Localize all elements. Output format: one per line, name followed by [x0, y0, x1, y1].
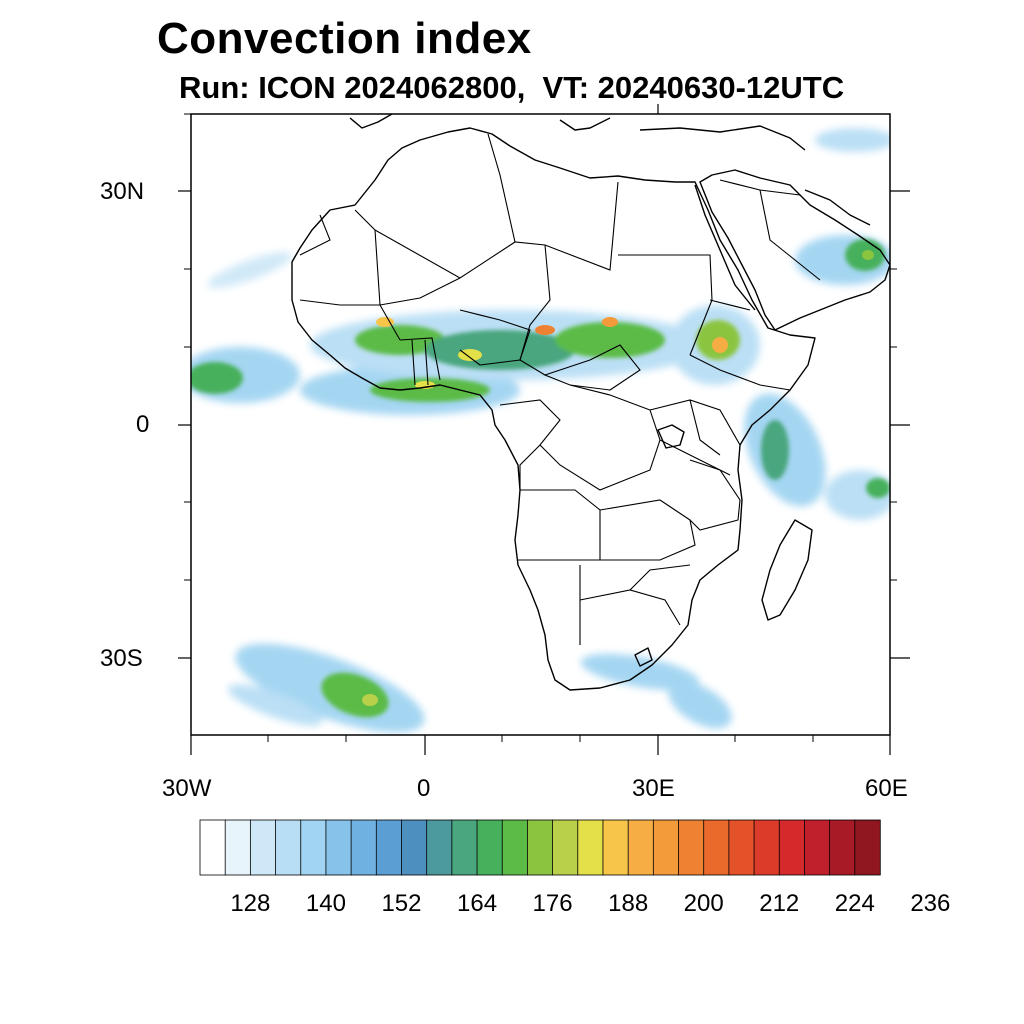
colorbar-swatch: [224, 819, 252, 876]
border-sahara-1: [354, 209, 381, 306]
border-southern-3: [579, 564, 691, 645]
colorbar-swatch: [602, 819, 629, 876]
border-west-africa: [379, 304, 441, 386]
border-sahara-3: [487, 133, 516, 243]
colorbar-swatch: [829, 819, 856, 876]
core-sahel-east: [555, 322, 665, 358]
core-gulf-guinea: [370, 378, 490, 402]
border-arabia: [719, 179, 821, 281]
colorbar-swatch: [703, 819, 730, 876]
hot-spot-sudan: [602, 317, 618, 327]
africa-coastline: [291, 127, 816, 691]
cloud-south-atlantic-2: [227, 684, 323, 726]
colorbar-label: 236: [910, 890, 951, 917]
coastlines: [291, 114, 890, 691]
colorbar-swatch: [652, 819, 680, 876]
lon-label-30e: 30E: [632, 775, 675, 802]
colorbar-swatch: [401, 819, 428, 876]
border-sahara-2: [374, 181, 619, 279]
colorbar-swatch: [527, 819, 554, 876]
hot-spot-arabia: [862, 250, 874, 260]
axis-ticks: [178, 104, 910, 755]
colorbar-swatch: [501, 819, 529, 876]
colorbar-swatch: [552, 819, 579, 876]
lesotho: [634, 647, 653, 667]
colorbar-swatch: [426, 819, 453, 876]
border-congo: [499, 384, 661, 491]
country-borders: [299, 133, 821, 645]
map-subtitle: Run: ICON 2024062800, VT: 20240630-12UTC: [179, 70, 845, 105]
border-sahel-2: [519, 244, 551, 376]
red-sea-west: [694, 184, 756, 311]
colorbar: [199, 819, 881, 876]
border-nigeria: [459, 309, 531, 366]
mediterranean-coast-north: [559, 117, 611, 131]
border-morocco: [299, 214, 331, 256]
lat-label-30s: 30S: [100, 645, 143, 672]
map-title: Convection index: [157, 14, 532, 63]
cloud-north-east: [815, 128, 890, 152]
lon-label-60e: 60E: [865, 775, 908, 802]
lon-label-0: 0: [417, 775, 431, 802]
colorbar-swatch: [300, 819, 327, 876]
colorbar-swatch: [275, 819, 302, 876]
colorbar-swatch: [778, 819, 806, 876]
lat-label-0: 0: [136, 411, 150, 438]
colorbar-swatch: [451, 819, 478, 876]
border-southern-2: [599, 499, 696, 561]
persian-gulf: [804, 189, 871, 226]
core-indian-ocean: [761, 420, 789, 480]
colorbar-swatch: [325, 819, 352, 876]
convection-field: [191, 128, 890, 733]
hot-spot-ethiopia: [712, 337, 728, 353]
colorbar-swatch: [199, 819, 226, 876]
colorbar-swatch: [678, 819, 705, 876]
cloud-south-africa: [580, 653, 700, 691]
colorbar-label: 164: [457, 890, 498, 917]
colorbar-swatch: [753, 819, 780, 876]
turkey-coast: [639, 125, 806, 151]
core-west-atlantic: [191, 362, 243, 394]
colorbar-label: 152: [381, 890, 422, 917]
core-east-ocean: [866, 478, 890, 498]
colorbar-swatch: [350, 819, 377, 876]
colorbar-label: 188: [608, 890, 649, 917]
cloud-southeast: [668, 681, 732, 729]
europe-coast: [349, 114, 393, 129]
border-tanzania: [689, 459, 741, 531]
hot-spot-south-atlantic: [362, 694, 378, 706]
minor-ticks: [184, 113, 897, 742]
border-east-africa: [649, 399, 741, 476]
cloud-northwest-atl: [207, 251, 293, 289]
colorbar-swatch: [375, 819, 403, 876]
colorbar-swatch: [854, 819, 881, 876]
colorbar-label: 140: [305, 890, 346, 917]
border-southern-1: [518, 489, 601, 561]
lat-label-30n: 30N: [100, 178, 145, 205]
border-ethiopia: [689, 299, 791, 391]
colorbar-swatch: [728, 819, 755, 876]
lon-label-30w: 30W: [162, 775, 212, 802]
colorbar-swatch: [804, 819, 831, 876]
hot-spot-center: [458, 349, 482, 361]
colorbar-label: 224: [834, 890, 875, 917]
core-sahel-center: [425, 330, 575, 370]
colorbar-label: 128: [230, 890, 271, 917]
colorbar-swatch: [249, 819, 277, 876]
colorbar-label: 176: [532, 890, 573, 917]
hot-spot-chad: [535, 325, 555, 335]
lake-victoria: [657, 424, 685, 449]
colorbar-label: 200: [683, 890, 724, 917]
colorbar-swatch: [627, 819, 655, 876]
colorbar-swatch: [476, 819, 503, 876]
colorbar-swatch: [577, 819, 604, 876]
core-south-atlantic: [321, 672, 389, 718]
hot-spot-west: [376, 317, 394, 327]
arabia-coastline: [699, 169, 890, 331]
colorbar-label: 212: [759, 890, 800, 917]
madagascar: [761, 519, 813, 621]
